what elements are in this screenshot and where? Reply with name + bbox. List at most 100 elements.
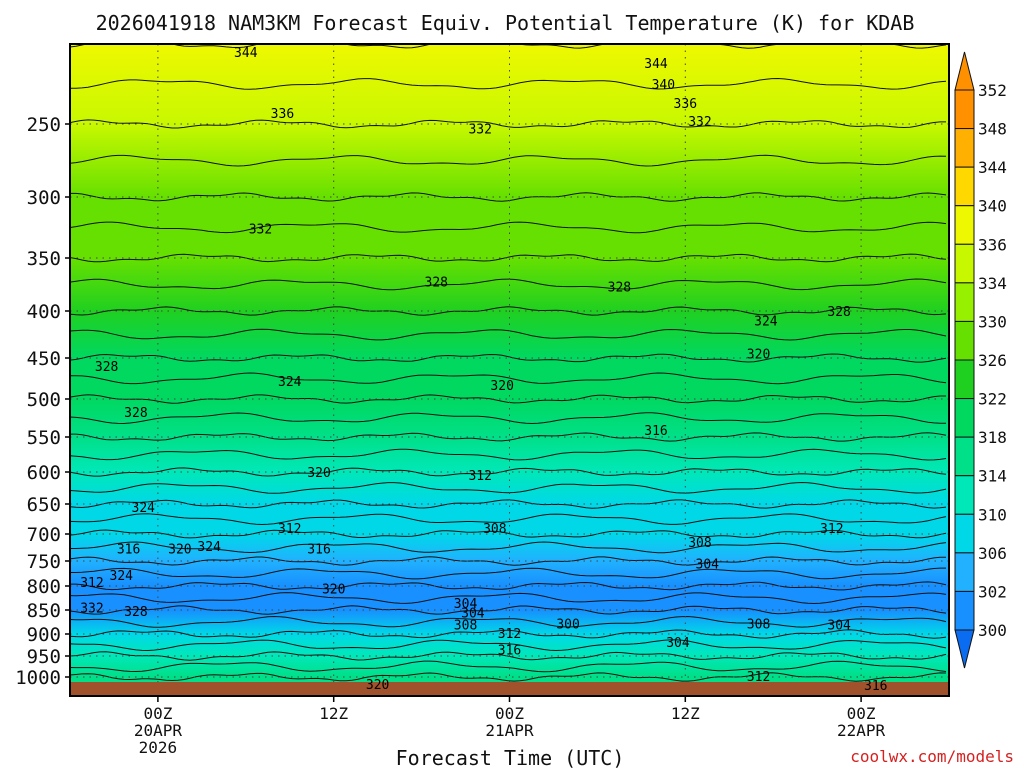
colorbar-label: 300 bbox=[978, 621, 1007, 640]
y-tick-label: 1000 bbox=[15, 667, 61, 689]
y-tick-label: 450 bbox=[27, 348, 61, 370]
contour-label: 316 bbox=[307, 543, 330, 558]
y-tick-label: 550 bbox=[27, 427, 61, 449]
contour-label: 312 bbox=[278, 522, 301, 537]
y-axis: 2503003504004505005506006507007508008509… bbox=[15, 114, 70, 689]
contour-label: 312 bbox=[820, 522, 843, 537]
colorbar-swatch bbox=[954, 166, 975, 207]
contour-label: 324 bbox=[132, 501, 156, 516]
contour-line bbox=[70, 278, 947, 291]
x-tick-label: 00Z bbox=[143, 704, 172, 723]
y-tick-label: 250 bbox=[27, 114, 61, 136]
y-tick-label: 950 bbox=[27, 646, 61, 668]
x-tick-label: 00Z bbox=[847, 704, 876, 723]
contour-line bbox=[70, 328, 947, 341]
contour-label: 316 bbox=[117, 543, 140, 558]
contour-label: 308 bbox=[454, 618, 477, 633]
contour-label: 316 bbox=[498, 643, 521, 658]
contour-line bbox=[70, 605, 947, 615]
x-tick-label: 2026 bbox=[139, 738, 178, 757]
contour-label: 328 bbox=[95, 360, 118, 375]
credit-text: coolwx.com/models bbox=[850, 747, 1014, 766]
contour-line bbox=[70, 529, 947, 539]
colorbar-label: 340 bbox=[978, 197, 1007, 216]
x-tick-label: 12Z bbox=[671, 704, 700, 723]
contour-line bbox=[70, 119, 946, 129]
contour-label: 328 bbox=[124, 406, 147, 421]
y-tick-label: 800 bbox=[27, 576, 61, 598]
y-tick-label: 650 bbox=[27, 494, 61, 516]
x-tick-label: 21APR bbox=[485, 721, 534, 740]
contour-label: 320 bbox=[747, 347, 770, 362]
contour-label: 304 bbox=[666, 636, 690, 651]
contour-label: 312 bbox=[498, 627, 521, 642]
colorbar-swatch bbox=[954, 359, 975, 400]
terrain-strip bbox=[70, 682, 949, 696]
contour-label: 328 bbox=[608, 281, 631, 296]
colorbar-label: 314 bbox=[978, 467, 1007, 486]
colorbar-swatch bbox=[954, 552, 975, 592]
colorbar-label: 318 bbox=[978, 428, 1007, 447]
contour-label: 320 bbox=[307, 466, 330, 481]
contour-line bbox=[70, 306, 947, 316]
contour-label: 304 bbox=[696, 558, 720, 573]
contour-line bbox=[70, 432, 947, 442]
contour-line bbox=[70, 253, 947, 263]
contour-line bbox=[70, 513, 947, 526]
contour-line bbox=[70, 615, 947, 628]
contour-line bbox=[70, 567, 946, 580]
contour-label: 324 bbox=[754, 314, 778, 329]
colorbar-label: 348 bbox=[978, 120, 1007, 139]
contour-line bbox=[70, 481, 947, 494]
contour-label: 328 bbox=[124, 605, 147, 620]
colorbar-label: 334 bbox=[978, 274, 1007, 293]
colorbar-swatch bbox=[954, 513, 975, 554]
contour-line bbox=[70, 448, 947, 461]
y-tick-label: 400 bbox=[27, 301, 61, 323]
contour-label: 320 bbox=[490, 379, 513, 394]
colorbar-swatch bbox=[954, 128, 975, 168]
contour-label: 344 bbox=[234, 46, 258, 61]
contour-label: 312 bbox=[747, 670, 770, 685]
contour-label: 316 bbox=[644, 424, 667, 439]
colorbar-swatch bbox=[954, 205, 975, 245]
contour-line bbox=[70, 541, 947, 554]
colorbar-bottom-arrow bbox=[954, 629, 975, 669]
contour-line bbox=[70, 394, 946, 404]
contour-label: 320 bbox=[322, 582, 345, 597]
y-tick-label: 850 bbox=[27, 600, 61, 622]
contour-label: 316 bbox=[864, 679, 887, 694]
contour-line bbox=[70, 629, 947, 639]
x-axis-label: Forecast Time (UTC) bbox=[396, 746, 625, 768]
contour-label: 304 bbox=[454, 597, 478, 612]
colorbar-label: 310 bbox=[978, 505, 1007, 524]
y-tick-label: 900 bbox=[27, 624, 61, 646]
contour-label: 304 bbox=[827, 618, 851, 633]
contour-line bbox=[70, 639, 947, 652]
colorbar-swatch bbox=[954, 436, 975, 477]
contour-line bbox=[70, 592, 947, 605]
contour-line bbox=[70, 651, 947, 661]
colorbar-swatch bbox=[954, 243, 975, 284]
contour-label: 332 bbox=[249, 223, 272, 238]
x-tick-label: 12Z bbox=[319, 704, 348, 723]
colorbar-swatch bbox=[954, 398, 975, 438]
contour-label: 320 bbox=[366, 678, 389, 693]
colorbar-swatch bbox=[954, 89, 975, 130]
x-tick-label: 20APR bbox=[134, 721, 183, 740]
colorbar-top-arrow bbox=[954, 51, 975, 91]
y-tick-label: 300 bbox=[27, 187, 61, 209]
colorbar: 300 302 306 310 314 318 322 326 330 334 336 340 344 3… bbox=[954, 51, 1007, 669]
contour-line bbox=[70, 556, 946, 566]
contour-label: 300 bbox=[556, 617, 579, 632]
contour-label: 308 bbox=[747, 617, 770, 632]
colorbar-label: 306 bbox=[978, 544, 1007, 563]
contour-label: 332 bbox=[688, 115, 711, 130]
y-tick-label: 700 bbox=[27, 524, 61, 546]
contour-line bbox=[70, 412, 947, 425]
colorbar-swatch bbox=[954, 590, 975, 631]
contour-label: 328 bbox=[827, 305, 850, 320]
colorbar-swatch bbox=[954, 282, 975, 322]
contour-label: 312 bbox=[468, 469, 491, 484]
contour-label: 308 bbox=[483, 522, 506, 537]
